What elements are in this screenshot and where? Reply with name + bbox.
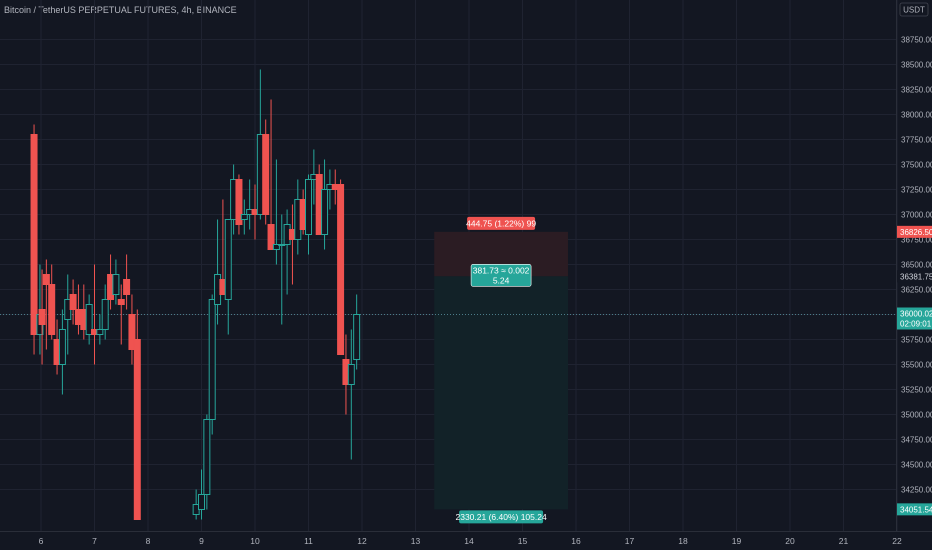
candle-bearish[interactable] bbox=[123, 279, 131, 295]
candle-bullish[interactable] bbox=[198, 494, 205, 510]
price-tag-label: 34051.54 bbox=[900, 505, 932, 514]
price-tick-label: 35000.00 bbox=[901, 411, 932, 420]
price-tick-label: 34750.00 bbox=[901, 436, 932, 445]
price-tick-label: 38000.00 bbox=[901, 111, 932, 120]
candle-bearish[interactable] bbox=[30, 134, 38, 335]
price-tag-countdown: 02:09:01 bbox=[900, 319, 932, 328]
price-tick-label: 35500.00 bbox=[901, 361, 932, 370]
candle-bullish[interactable] bbox=[353, 314, 361, 360]
time-tick-label: 17 bbox=[625, 536, 635, 546]
candle-bullish[interactable] bbox=[347, 364, 355, 385]
candle-bullish[interactable] bbox=[203, 419, 211, 495]
candle-bullish[interactable] bbox=[305, 179, 312, 235]
stop-label: 444.75 (1.22%) 99 bbox=[466, 218, 536, 228]
candle-bullish[interactable] bbox=[240, 214, 248, 220]
currency-button[interactable] bbox=[899, 2, 929, 17]
time-tick-label: 8 bbox=[146, 536, 151, 546]
time-tick-label: 21 bbox=[839, 536, 849, 546]
price-tick-label: 38750.00 bbox=[901, 36, 932, 45]
time-tick-label: 7 bbox=[92, 536, 97, 546]
time-tick-label: 12 bbox=[357, 536, 367, 546]
time-tick-label: 6 bbox=[39, 536, 44, 546]
candle-bullish[interactable] bbox=[85, 304, 93, 335]
time-tick-label: 22 bbox=[892, 536, 902, 546]
time-tick-label: 11 bbox=[304, 536, 313, 546]
price-tick-label: 38500.00 bbox=[901, 61, 932, 70]
price-tick-label: 35250.00 bbox=[901, 386, 932, 395]
price-tick-label: 36500.00 bbox=[901, 261, 932, 270]
take-profit-zone[interactable] bbox=[434, 276, 568, 510]
price-tag-label: 36000.02 bbox=[900, 309, 932, 318]
candle-bearish[interactable] bbox=[48, 284, 56, 335]
candle-bullish[interactable] bbox=[224, 219, 232, 300]
candle-bullish[interactable] bbox=[321, 189, 329, 235]
time-tick-label: 19 bbox=[732, 536, 742, 546]
entry-label: 381.73 ≈ 0.002 bbox=[473, 265, 530, 275]
price-tick-label: 34250.00 bbox=[901, 486, 932, 495]
candle-bullish[interactable] bbox=[101, 299, 109, 330]
time-tick-label: 14 bbox=[464, 536, 474, 546]
price-tick-label: 37000.00 bbox=[901, 211, 932, 220]
candle-bearish[interactable] bbox=[128, 314, 136, 350]
candle-bullish[interactable] bbox=[96, 329, 104, 335]
candle-bearish[interactable] bbox=[235, 179, 243, 225]
target-label: 2330.21 (6.40%) 105.24 bbox=[455, 512, 546, 522]
candle-bearish[interactable] bbox=[42, 274, 50, 285]
chart-title: Bitcoin / TetherUS PERPETUAL FUTURES, 4h… bbox=[4, 5, 237, 15]
candle-bullish[interactable] bbox=[272, 244, 280, 250]
candle-bearish[interactable] bbox=[38, 309, 46, 325]
candle-bearish[interactable] bbox=[69, 294, 77, 310]
candle-bearish[interactable] bbox=[267, 224, 275, 250]
stop-label-box bbox=[467, 216, 536, 230]
candle-bullish[interactable] bbox=[208, 299, 216, 420]
price-tag bbox=[897, 503, 932, 516]
time-tick-label: 13 bbox=[411, 536, 421, 546]
price-tag-label: 36381.75 bbox=[900, 272, 932, 281]
price-tick-label: 34500.00 bbox=[901, 461, 932, 470]
time-tick-label: 18 bbox=[678, 536, 688, 546]
entry-label-box bbox=[470, 264, 532, 287]
price-tick-label: 37500.00 bbox=[901, 161, 932, 170]
price-tick-label: 36750.00 bbox=[901, 236, 932, 245]
time-tick-label: 16 bbox=[571, 536, 581, 546]
candle-bearish[interactable] bbox=[117, 299, 125, 305]
candle-bearish[interactable] bbox=[262, 134, 270, 215]
currency-label: USDT bbox=[903, 6, 925, 15]
time-tick-label: 15 bbox=[518, 536, 528, 546]
target-label-box bbox=[459, 510, 544, 524]
time-tick-label: 20 bbox=[785, 536, 795, 546]
price-tick-label: 36250.00 bbox=[901, 286, 932, 295]
price-tick-label: 37250.00 bbox=[901, 186, 932, 195]
price-tag bbox=[897, 270, 932, 283]
candle-bearish[interactable] bbox=[133, 339, 141, 520]
time-tick-label: 10 bbox=[250, 536, 260, 546]
candle-bearish[interactable] bbox=[337, 184, 345, 355]
entry-label-value: 5.24 bbox=[493, 275, 510, 285]
price-tag bbox=[897, 225, 932, 238]
price-tick-label: 37750.00 bbox=[901, 136, 932, 145]
price-tag bbox=[897, 307, 932, 330]
candle-bullish[interactable] bbox=[112, 274, 120, 295]
price-tag-label: 36826.50 bbox=[900, 228, 932, 237]
price-tick-label: 35750.00 bbox=[901, 336, 932, 345]
time-tick-label: 9 bbox=[199, 536, 204, 546]
price-tick-label: 38250.00 bbox=[901, 86, 932, 95]
candle-bullish[interactable] bbox=[58, 329, 66, 365]
